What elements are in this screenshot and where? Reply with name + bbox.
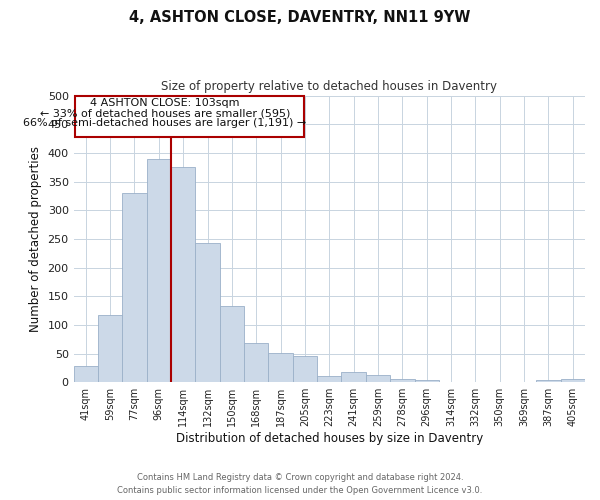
FancyBboxPatch shape	[75, 96, 304, 138]
Text: ← 33% of detached houses are smaller (595): ← 33% of detached houses are smaller (59…	[40, 108, 290, 118]
Bar	[390, 380, 415, 382]
Text: 66% of semi-detached houses are larger (1,191) →: 66% of semi-detached houses are larger (…	[23, 118, 307, 128]
Bar	[317, 376, 341, 382]
Bar	[122, 193, 146, 382]
Bar	[74, 366, 98, 382]
Bar	[171, 167, 196, 382]
Bar	[244, 343, 268, 382]
Bar	[415, 380, 439, 382]
Text: Contains HM Land Registry data © Crown copyright and database right 2024.
Contai: Contains HM Land Registry data © Crown c…	[118, 473, 482, 495]
Title: Size of property relative to detached houses in Daventry: Size of property relative to detached ho…	[161, 80, 497, 93]
Text: 4, ASHTON CLOSE, DAVENTRY, NN11 9YW: 4, ASHTON CLOSE, DAVENTRY, NN11 9YW	[130, 10, 470, 25]
Bar	[560, 380, 585, 382]
Bar	[146, 158, 171, 382]
Bar	[220, 306, 244, 382]
Bar	[268, 353, 293, 382]
X-axis label: Distribution of detached houses by size in Daventry: Distribution of detached houses by size …	[176, 432, 483, 445]
Y-axis label: Number of detached properties: Number of detached properties	[29, 146, 42, 332]
Bar	[536, 380, 560, 382]
Bar	[293, 356, 317, 382]
Text: 4 ASHTON CLOSE: 103sqm: 4 ASHTON CLOSE: 103sqm	[90, 98, 239, 108]
Bar	[341, 372, 366, 382]
Bar	[196, 243, 220, 382]
Bar	[366, 375, 390, 382]
Bar	[98, 315, 122, 382]
